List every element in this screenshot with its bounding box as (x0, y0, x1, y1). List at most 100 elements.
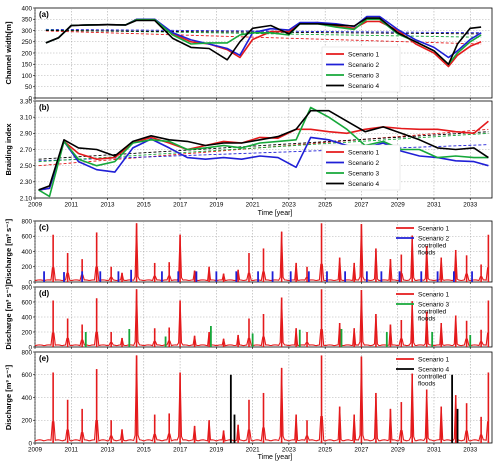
x-tick-label: 2009 (28, 447, 43, 454)
panel-b: 2.10 2.30 2.50 2.70 2.90 3.10 3.30 2009 2011 2013… (4, 98, 493, 209)
y-tick-label: 2.70 (20, 147, 33, 154)
panel-e: 0 200 400 600 800 2009 2011 2013 2015 2017 2019 202… (4, 349, 493, 454)
y-tick-label: 50 (25, 84, 33, 91)
x-tick-label: 2017 (173, 202, 188, 209)
y-tick-label: 400 (21, 5, 32, 12)
panel-letter: (c) (39, 223, 49, 232)
y-tick-label: 0 (28, 440, 32, 447)
y-tick-label: 800 (21, 218, 32, 225)
panels: 0 50 100 150 200 250 300 350 400 (a) Channel width… (4, 5, 493, 454)
legend-label: Scenario 2 (418, 235, 449, 242)
y-tick-label: 2.50 (20, 163, 33, 170)
x-tick-label: 2031 (427, 202, 442, 209)
x-tick-label: 2013 (101, 447, 116, 454)
legend-label: floods (418, 249, 436, 256)
y-tick-label: 800 (21, 349, 32, 356)
legend-label: Scenario 1 (418, 356, 449, 363)
trend-line (38, 131, 489, 160)
series-line (45, 17, 482, 66)
legend-label: floods (418, 315, 436, 322)
x-tick-label: 2027 (354, 202, 369, 209)
x-tick-label: 2021 (246, 202, 261, 209)
y-tick-label: 100 (21, 73, 32, 80)
y-axis-label: Discharge [m³ s⁻¹] (4, 364, 13, 430)
legend-label: Scenario 4 (348, 83, 379, 90)
y-tick-label: 800 (21, 284, 32, 291)
x-tick-label: 2015 (137, 447, 152, 454)
y-tick-label: 3.30 (20, 98, 33, 105)
legend-label: Scenario 3 (418, 301, 449, 308)
y-tick-label: 2.10 (20, 195, 33, 202)
panel-c: 0 200 400 600 800 (c) Discharge [m³ s⁻¹] Scenar… (4, 218, 493, 286)
x-tick-label: 2029 (391, 447, 406, 454)
y-tick-label: 400 (21, 249, 32, 256)
x-tick-label: 2017 (173, 447, 188, 454)
x-tick-label: 2013 (101, 202, 116, 209)
y-tick-label: 600 (21, 299, 32, 306)
x-tick-label: 2023 (282, 202, 297, 209)
x-tick-label: 2033 (463, 447, 478, 454)
y-axis-label: Braiding index (4, 123, 13, 176)
legend-label: Scenario 2 (348, 62, 379, 69)
x-tick-label: 2025 (318, 447, 333, 454)
panel-letter: (a) (39, 10, 49, 19)
series-line (38, 136, 489, 191)
x-tick-label: 2021 (246, 447, 261, 454)
y-tick-label: 3.10 (20, 114, 33, 121)
y-tick-label: 0 (28, 95, 32, 102)
legend-label: controlled (418, 242, 447, 249)
x-tick-label: 2015 (137, 202, 152, 209)
x-axis-label-bottom: Time [year] (258, 454, 293, 461)
legend-label: floods (418, 380, 436, 387)
legend-label: Scenario 4 (348, 181, 379, 188)
panel-a: 0 50 100 150 200 250 300 350 400 (a) Channel width… (4, 5, 493, 102)
legend-label: controlled (418, 308, 447, 315)
panel-letter: (e) (39, 354, 49, 363)
y-tick-label: 200 (21, 329, 32, 336)
y-axis-label: Channel width[m] (4, 21, 13, 84)
x-tick-label: 2019 (209, 202, 224, 209)
y-tick-label: 2.30 (20, 179, 33, 186)
panel-letter: (d) (39, 289, 50, 298)
x-tick-label: 2029 (391, 202, 406, 209)
y-tick-label: 200 (21, 418, 32, 425)
y-tick-label: 150 (21, 62, 32, 69)
series-line (38, 106, 489, 198)
x-axis-label-top: Time [year] (258, 210, 293, 217)
x-tick-label: 2011 (64, 447, 78, 454)
x-tick-label: 2033 (463, 202, 478, 209)
legend-label: Scenario 4 (418, 366, 449, 373)
x-tick-label: 2019 (209, 447, 224, 454)
x-tick-label: 2027 (354, 447, 369, 454)
y-tick-label: 400 (21, 314, 32, 321)
x-tick-label: 2023 (282, 447, 297, 454)
legend-label: Scenario 3 (348, 170, 379, 177)
y-tick-label: 0 (28, 279, 32, 286)
x-tick-label: 2031 (427, 447, 442, 454)
x-tick-label: 2025 (318, 202, 333, 209)
y-tick-label: 350 (21, 17, 32, 24)
trend-line (45, 30, 482, 45)
y-axis-label: Discharge [m³ s⁻¹] (4, 218, 13, 284)
legend-label: Scenario 1 (418, 225, 449, 232)
legend-label: Scenario 2 (348, 160, 379, 167)
y-tick-label: 250 (21, 39, 32, 46)
panel-d: 0 200 400 600 800 (d) Discharge [m³ s⁻¹] Scenar… (4, 284, 493, 351)
panel-letter: (b) (39, 103, 50, 112)
y-tick-label: 300 (21, 28, 32, 35)
y-tick-label: 600 (21, 234, 32, 241)
y-axis-label: Discharge [m³ s⁻¹] (4, 284, 13, 350)
y-tick-label: 0 (28, 344, 32, 351)
y-tick-label: 600 (21, 372, 32, 379)
legend-label: Scenario 3 (348, 72, 379, 79)
x-tick-label: 2009 (28, 202, 43, 209)
legend-label: Scenario 1 (348, 149, 379, 156)
legend-label: Scenario 1 (418, 291, 449, 298)
y-tick-label: 2.90 (20, 131, 33, 138)
y-tick-label: 400 (21, 395, 32, 402)
legend-label: controlled (418, 373, 447, 380)
legend-label: Scenario 1 (348, 51, 379, 58)
series-line (38, 109, 489, 191)
y-tick-label: 200 (21, 50, 32, 57)
